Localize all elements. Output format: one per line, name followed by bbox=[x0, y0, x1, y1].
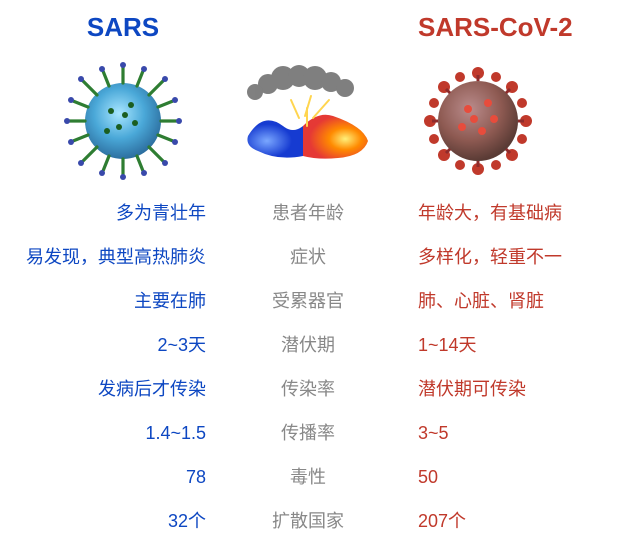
row-label: 扩散国家 bbox=[228, 499, 388, 543]
row-left: 多为青壮年 bbox=[18, 191, 228, 235]
header-right: SARS-CoV-2 bbox=[388, 12, 598, 51]
sarscov2-virus-illustration bbox=[388, 51, 598, 191]
row-label: 毒性 bbox=[228, 455, 388, 499]
row-right: 肺、心脏、肾脏 bbox=[388, 279, 598, 323]
header-left: SARS bbox=[18, 12, 228, 51]
row-label: 受累器官 bbox=[228, 279, 388, 323]
row-right: 1~14天 bbox=[388, 323, 598, 367]
row-right: 207个 bbox=[388, 499, 598, 543]
clash-explosion-illustration bbox=[228, 51, 388, 191]
row-left: 1.4~1.5 bbox=[18, 411, 228, 455]
row-label: 症状 bbox=[228, 235, 388, 279]
header-mid-spacer bbox=[228, 12, 388, 51]
row-label: 潜伏期 bbox=[228, 323, 388, 367]
row-label: 传播率 bbox=[228, 411, 388, 455]
row-left: 78 bbox=[18, 455, 228, 499]
row-right: 潜伏期可传染 bbox=[388, 367, 598, 411]
comparison-grid: SARS SARS-CoV-2 bbox=[18, 12, 612, 543]
row-right: 50 bbox=[388, 455, 598, 499]
row-label: 患者年龄 bbox=[228, 191, 388, 235]
row-left: 2~3天 bbox=[18, 323, 228, 367]
row-label: 传染率 bbox=[228, 367, 388, 411]
row-left: 32个 bbox=[18, 499, 228, 543]
row-left: 主要在肺 bbox=[18, 279, 228, 323]
sars-virus-illustration bbox=[18, 51, 228, 191]
row-right: 多样化，轻重不一 bbox=[388, 235, 598, 279]
row-left: 易发现，典型高热肺炎 bbox=[18, 235, 228, 279]
row-right: 3~5 bbox=[388, 411, 598, 455]
row-left: 发病后才传染 bbox=[18, 367, 228, 411]
row-right: 年龄大，有基础病 bbox=[388, 191, 598, 235]
